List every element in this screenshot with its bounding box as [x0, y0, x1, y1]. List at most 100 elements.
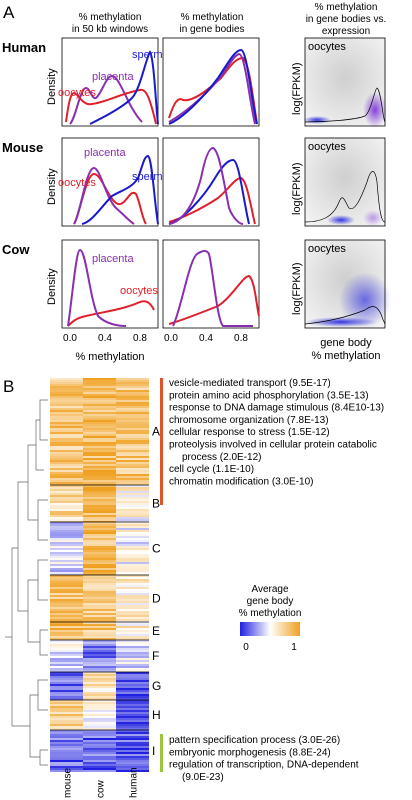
heat-cell [50, 704, 83, 706]
heat-cell [50, 480, 83, 482]
heat-cell [50, 454, 83, 456]
heat-cell [83, 428, 116, 430]
heat-cell [83, 640, 116, 642]
heat-cell [50, 579, 83, 581]
heat-cell [116, 501, 149, 503]
heat-cell [116, 692, 149, 694]
heat-cell [50, 678, 83, 680]
heat-cell [83, 676, 116, 678]
heat-cell [50, 676, 83, 678]
heat-cell [116, 646, 149, 648]
heat-cell [116, 560, 149, 562]
heat-cell [116, 611, 149, 613]
heat-cell [50, 568, 83, 570]
heat-cell [50, 513, 83, 515]
x-tick-label: 0.8 [234, 333, 248, 344]
heat-cell [50, 640, 83, 642]
heat-cell [83, 466, 116, 468]
heat-cell [116, 756, 149, 758]
heat-cell [83, 597, 116, 599]
heat-cell [83, 436, 116, 438]
heat-cell [50, 430, 83, 432]
heat-cell [116, 760, 149, 762]
col-header: in gene bodies [179, 24, 244, 35]
heat-cell [50, 418, 83, 420]
heat-cell [83, 688, 116, 690]
heat-cell [116, 568, 149, 570]
heat-cell [50, 630, 83, 632]
heat-cell [116, 438, 149, 440]
heat-cell [116, 410, 149, 412]
heat-cell [116, 522, 149, 524]
x-tick-label: 0.0 [164, 333, 178, 344]
heat-cell [116, 534, 149, 536]
heat-cell [116, 617, 149, 619]
heat-cell [50, 628, 83, 630]
heat-cell [83, 591, 116, 593]
heat-cell [83, 756, 116, 758]
heat-cell [50, 654, 83, 656]
legend-tick: 1 [291, 642, 297, 653]
heat-cell [83, 624, 116, 626]
heat-cell [83, 700, 116, 702]
heat-cell [116, 640, 149, 642]
heat-cell [50, 684, 83, 686]
go-term: vesicle-mediated transport (9.5E-17) [169, 378, 331, 389]
heat-cell [83, 730, 116, 732]
heat-cell [50, 682, 83, 684]
heat-cell [50, 728, 83, 730]
heat-cell [50, 660, 83, 662]
heat-cell [50, 528, 83, 530]
heat-cell [116, 378, 149, 380]
heat-cell [83, 726, 116, 728]
heat-cell [116, 722, 149, 724]
heat-cell [116, 386, 149, 388]
heat-cell [50, 607, 83, 609]
curve-label: placenta [92, 253, 134, 265]
heat-cell [116, 408, 149, 410]
heat-cell [116, 595, 149, 597]
heat-cell [83, 654, 116, 656]
heat-cell [50, 524, 83, 526]
heat-cell [116, 680, 149, 682]
heat-cell [50, 440, 83, 442]
heat-cell [50, 754, 83, 756]
heat-cell [50, 410, 83, 412]
heat-cell [116, 670, 149, 672]
heat-cell [50, 428, 83, 430]
heat-cell [50, 424, 83, 426]
heat-cell [50, 487, 83, 489]
heat-cell [116, 452, 149, 454]
dendrogram [5, 399, 48, 766]
heat-cell [83, 570, 116, 572]
heat-cell [116, 676, 149, 678]
heat-cell [50, 611, 83, 613]
heat-cell [116, 544, 149, 546]
heat-cell [116, 489, 149, 491]
heat-cell [116, 434, 149, 436]
heat-cell [116, 644, 149, 646]
heat-cell [50, 398, 83, 400]
x-label: gene body [320, 337, 372, 349]
heat-cell [116, 495, 149, 497]
plot [162, 137, 260, 227]
heat-cell [83, 544, 116, 546]
heat-cell [116, 660, 149, 662]
heat-cell [83, 392, 116, 394]
heat-cell [83, 530, 116, 532]
cluster-label: F [152, 649, 159, 663]
heat-cell [116, 564, 149, 566]
col-header: % methylation [79, 12, 142, 23]
heat-cell [50, 517, 83, 519]
heat-cell [116, 542, 149, 544]
heat-cell [83, 564, 116, 566]
heat-cell [50, 406, 83, 408]
heat-cell [116, 556, 149, 558]
heat-cell [83, 560, 116, 562]
heat-cell [116, 554, 149, 556]
heat-cell [83, 766, 116, 768]
heat-cell [116, 688, 149, 690]
heat-cell [50, 544, 83, 546]
heat-cell [50, 460, 83, 462]
heat-cell [83, 480, 116, 482]
